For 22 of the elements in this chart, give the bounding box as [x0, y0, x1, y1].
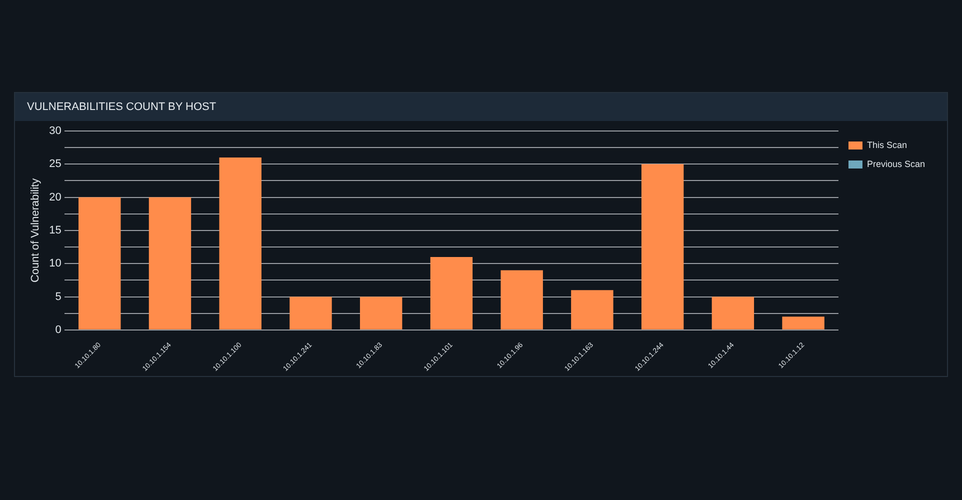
y-tick-label: 15 [49, 224, 62, 236]
bar [148, 197, 192, 330]
y-tick-label: 5 [55, 290, 62, 303]
bar [290, 296, 332, 330]
y-tick-label: 20 [49, 191, 62, 204]
y-axis-title: Count of Vulnerability [30, 178, 42, 283]
y-tick-label: 0 [55, 324, 62, 336]
bar [500, 270, 543, 330]
bar [360, 296, 402, 330]
y-tick-label: 25 [49, 158, 62, 170]
bar [641, 164, 684, 330]
legend-label: This Scan [866, 140, 907, 150]
bar [78, 197, 121, 330]
chart-title: VULNERABILITIES COUNT BY HOST [15, 93, 947, 121]
y-tick-label: 10 [49, 258, 62, 270]
bar [219, 158, 262, 330]
bar [571, 290, 614, 330]
legend-label: Previous Scan [866, 158, 925, 169]
y-tick-label: 30 [49, 125, 62, 138]
bar [712, 296, 754, 330]
bar [430, 256, 473, 330]
bar [782, 316, 824, 330]
